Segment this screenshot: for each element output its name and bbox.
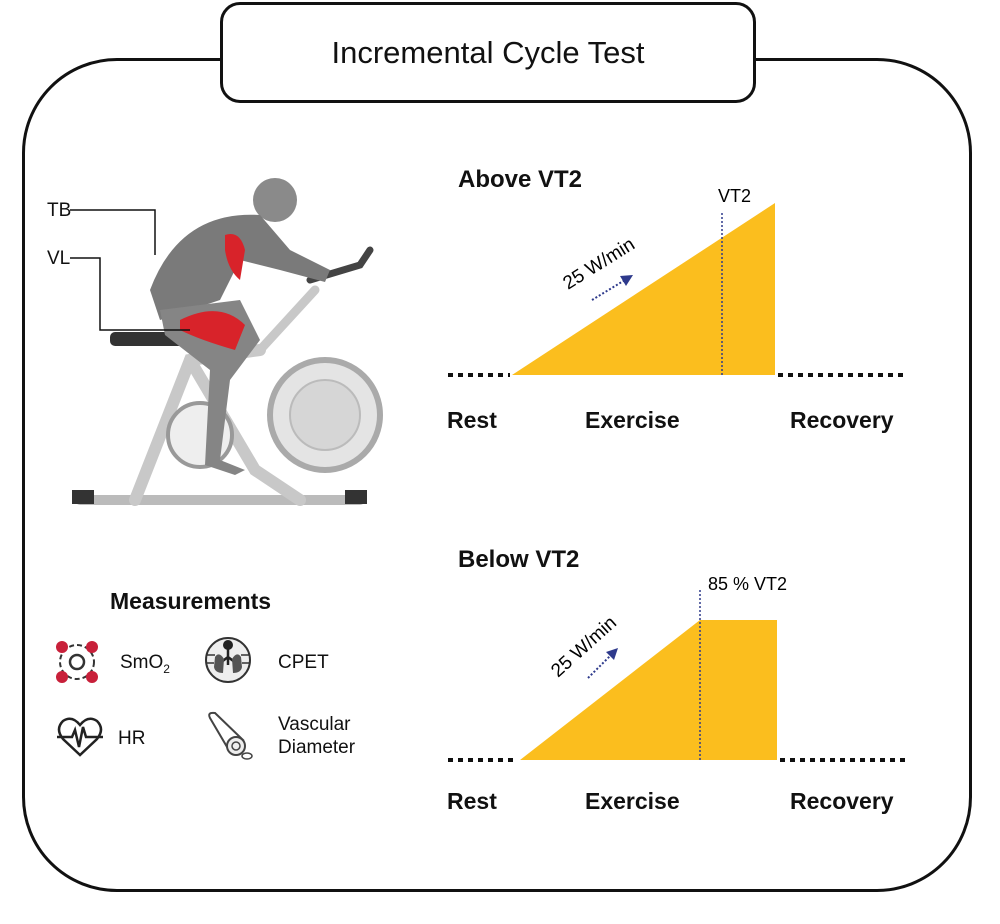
- cyclist-illustration: [70, 178, 383, 506]
- below-vt2-heading: Below VT2: [458, 546, 580, 573]
- exercise-ramp-plateau: [520, 620, 777, 760]
- vl-label: VL: [47, 248, 71, 269]
- phase-rest: Rest: [447, 407, 497, 433]
- 85-vt2-label: 85 % VT2: [708, 574, 787, 594]
- smo2-label: SmO2: [120, 652, 170, 676]
- vt2-label: VT2: [718, 186, 751, 206]
- triceps-brachii-muscle: [225, 234, 245, 280]
- rate-arrow-icon: [591, 279, 626, 301]
- phase-rest: Rest: [447, 788, 497, 814]
- hr-label: HR: [118, 728, 146, 749]
- vascular-diameter-label: Vascular Diameter: [278, 713, 355, 759]
- above-vt2-heading: Above VT2: [458, 166, 583, 193]
- rate-label: 25 W/min: [547, 612, 621, 681]
- cpet-label: CPET: [278, 652, 329, 673]
- exercise-ramp: [512, 203, 775, 375]
- phase-exercise: Exercise: [585, 407, 680, 433]
- phase-recovery: Recovery: [790, 407, 894, 433]
- heart-rate-icon: [57, 717, 103, 757]
- rate-label: 25 W/min: [560, 234, 639, 294]
- below-vt2-ramp-chart: 25 W/min 85 % VT2: [448, 574, 908, 762]
- blood-vessel-icon: [208, 711, 253, 760]
- vastus-lateralis-muscle: [180, 311, 245, 350]
- measurements-heading: Measurements: [110, 588, 272, 614]
- rate-arrow-icon: [587, 655, 611, 679]
- above-vt2-ramp-chart: 25 W/min VT2: [448, 186, 908, 377]
- vascular-text: Vascular: [278, 714, 351, 735]
- phase-recovery: Recovery: [790, 788, 894, 814]
- rider-icon: [150, 178, 330, 475]
- diagram-title: Incremental Cycle Test: [331, 34, 645, 70]
- smo2-subscript: 2: [163, 661, 170, 676]
- smo2-text: SmO: [120, 652, 164, 673]
- title-box: Incremental Cycle Test: [220, 2, 756, 103]
- label-leader-lines: [70, 209, 190, 331]
- tb-label: TB: [47, 200, 72, 221]
- diameter-text: Diameter: [278, 737, 356, 758]
- lungs-icon: [205, 637, 251, 683]
- oxygen-molecule-icon: [56, 641, 98, 683]
- phase-exercise: Exercise: [585, 788, 680, 814]
